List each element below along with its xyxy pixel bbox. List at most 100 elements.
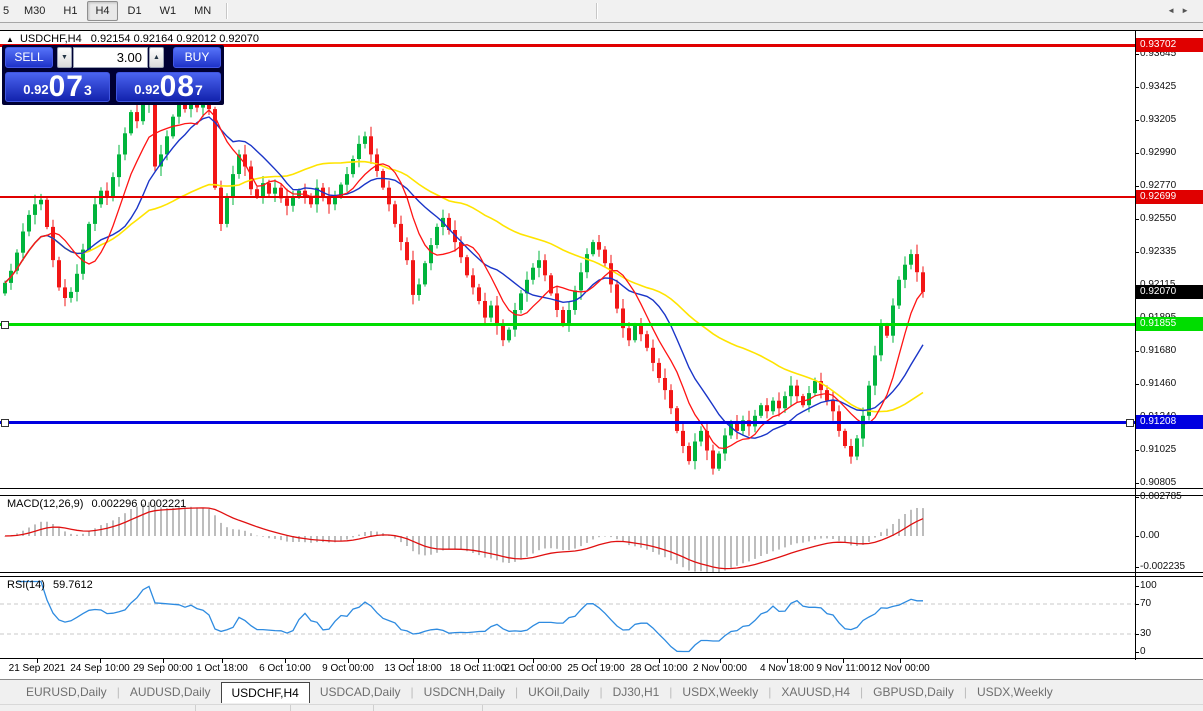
time-label: 28 Oct 10:00 [630,663,688,674]
sell-button[interactable]: SELL [5,47,53,68]
time-tick [533,659,534,663]
horizontal-line-0.91855[interactable] [0,322,1135,326]
rsi-panel[interactable] [0,577,1135,658]
time-label: 18 Oct 11:00 [449,663,507,674]
indicator-tick-dash [1135,536,1139,537]
time-label: 6 Oct 10:00 [259,663,311,674]
rsi-panel-top-border [0,576,1203,577]
toolbar-separator [226,3,229,19]
status-strip-mark [290,705,291,711]
time-label: 9 Nov 11:00 [816,663,870,674]
buy-price-display[interactable]: 0.92 08 7 [116,72,221,102]
indicator-axis-label: 0 [1140,646,1146,657]
timeframe-button-h4[interactable]: H4 [87,1,118,21]
time-tick [413,659,414,663]
price-tick-label: 0.92770 [1140,180,1177,192]
volume-increase-button[interactable]: ▲ [149,47,164,68]
tab-separator: | [860,685,864,699]
buy-button[interactable]: BUY [173,47,221,68]
timeframe-button-5[interactable]: 5 [3,5,10,17]
horizontal-line-0.91208[interactable] [0,420,1135,424]
time-tick [787,659,788,663]
tab-usdx-weekly[interactable]: USDX,Weekly [976,685,1053,699]
tab-gbpusd-daily[interactable]: GBPUSD,Daily [873,685,954,699]
time-tick [843,659,844,663]
time-tick [100,659,101,663]
time-tick [596,659,597,663]
chart-window[interactable]: 0.93645 0.93425 0.93205 0.92990 0.92770 0.925… [0,30,1203,678]
time-label: 1 Oct 18:00 [196,663,248,674]
chart-symbol-label: USDCHF,H4 [19,33,82,45]
chart-ohlc-values: 0.92154 0.92164 0.92012 0.92070 [90,33,259,45]
toolbar-separator [596,3,599,19]
timeframe-button-d1[interactable]: D1 [127,5,142,17]
toolbar-divider [0,23,1203,30]
price-axis-border [1135,30,1136,660]
tab-scroll-arrows[interactable]: ◄► [1167,6,1195,15]
volume-input[interactable] [73,47,148,68]
tabbar-top-border [0,679,1203,680]
level-price-box: 0.92699 [1136,189,1203,204]
level-price-box: 0.91855 [1136,317,1203,332]
tab-usdcad-daily[interactable]: USDCAD,Daily [319,685,401,699]
volume-decrease-button[interactable]: ▼ [57,47,72,68]
status-strip [0,704,1203,711]
tab-xauusd-h4[interactable]: XAUUSD,H4 [781,685,851,699]
scroll-left-icon[interactable]: ◄ [1167,6,1182,15]
status-strip-mark [195,705,196,711]
price-tick-dash [1135,152,1139,154]
indicator-axis-label: 30 [1140,628,1152,639]
price-tick-dash [1135,87,1139,89]
price-tick-dash [1135,219,1139,221]
time-tick [659,659,660,663]
sell-price-display[interactable]: 0.92 07 3 [5,72,110,102]
chevron-up-icon: ▲ [153,54,160,61]
line-handle-left[interactable] [1,320,9,329]
timeframe-button-mn[interactable]: MN [194,5,212,17]
one-click-trading-widget: SELL ▼ ▲ BUY 0.92 07 3 0.92 08 7 [2,45,224,105]
price-tick-dash [1135,449,1139,451]
indicator-tick-dash [1135,567,1139,568]
price-tick-label: 0.93425 [1140,81,1177,93]
price-axis[interactable]: 0.93645 0.93425 0.93205 0.92990 0.92770 0.925… [1135,30,1203,678]
time-tick [900,659,901,663]
tab-usdcnh-daily[interactable]: USDCNH,Daily [423,685,505,699]
time-label: 2 Nov 00:00 [693,663,747,674]
time-label: 25 Oct 19:00 [567,663,625,674]
indicator-tick-dash [1135,604,1139,605]
tab-audusd-daily[interactable]: AUDUSD,Daily [129,685,211,699]
tab-usdx-weekly[interactable]: USDX,Weekly [682,685,759,699]
price-tick-label: 0.93205 [1140,114,1177,126]
buy-price-prefix: 0.92 [134,82,160,97]
tab-separator: | [515,685,519,699]
sell-price-pipette: 3 [83,82,92,98]
rsi-name: RSI(14) [7,579,45,591]
timeframe-button-h1[interactable]: H1 [63,5,78,17]
timeframe-button-m30[interactable]: M30 [24,5,46,17]
tab-usdchf-h4[interactable]: USDCHF,H4 [220,681,310,703]
chevron-down-icon: ▼ [61,54,68,61]
time-label: 21 Sep 2021 [8,663,66,674]
horizontal-line-0.93702[interactable] [0,43,1135,47]
main-panel-bottom-border [0,488,1203,489]
macd-panel[interactable] [0,496,1135,572]
buy-price-big-digits: 08 [159,70,195,103]
time-axis[interactable]: 21 Sep 2021 24 Sep 10:00 29 Sep 00:00 1 Oct… [0,659,1135,678]
price-tick-label: 0.91460 [1140,378,1177,390]
price-tick-label: 0.92335 [1140,245,1177,257]
line-handle-left[interactable] [1,418,9,427]
timeframe-button-w1[interactable]: W1 [159,5,177,17]
scroll-right-icon[interactable]: ► [1181,6,1195,15]
tab-eurusd-daily[interactable]: EURUSD,Daily [26,685,107,699]
chart-top-border [0,30,1203,31]
time-tick [285,659,286,663]
level-price-box: 0.93702 [1136,38,1203,53]
tab-dj30-h1[interactable]: DJ30,H1 [612,685,660,699]
line-handle-right[interactable] [1126,418,1134,427]
price-tick-dash [1135,350,1139,352]
tab-ukoil-daily[interactable]: UKOil,Daily [528,685,590,699]
indicator-tick-dash [1135,652,1139,653]
horizontal-line-0.92699[interactable] [0,195,1135,198]
indicator-axis-label: 100 [1140,580,1157,591]
price-tick-label: 0.92115 [1140,279,1175,290]
